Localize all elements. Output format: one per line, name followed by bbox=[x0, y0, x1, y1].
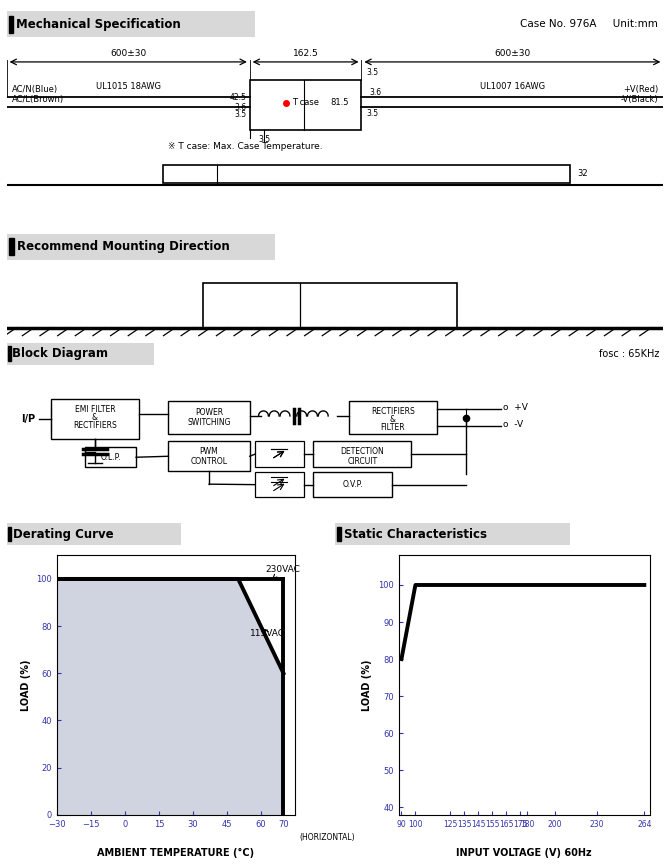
Bar bbox=[348, 401, 437, 434]
Text: -V(Black): -V(Black) bbox=[621, 95, 659, 104]
Text: 3.5: 3.5 bbox=[234, 111, 247, 119]
Text: 3.5: 3.5 bbox=[366, 68, 379, 77]
Text: 162.5: 162.5 bbox=[293, 49, 318, 58]
Text: 600±30: 600±30 bbox=[110, 49, 146, 58]
Text: UL1007 16AWG: UL1007 16AWG bbox=[480, 82, 545, 92]
Text: fosc : 65KHz: fosc : 65KHz bbox=[599, 349, 660, 359]
Text: Derating Curve: Derating Curve bbox=[13, 528, 114, 541]
Text: Block Diagram: Block Diagram bbox=[12, 347, 109, 361]
Bar bbox=[168, 441, 250, 471]
Text: AC/N(Blue): AC/N(Blue) bbox=[11, 85, 58, 94]
Text: Recommend Mounting Direction: Recommend Mounting Direction bbox=[17, 240, 230, 253]
Text: Mechanical Specification: Mechanical Specification bbox=[16, 17, 181, 31]
Text: o  +V: o +V bbox=[502, 403, 527, 412]
Text: 3.5: 3.5 bbox=[259, 135, 271, 144]
Bar bbox=[314, 472, 392, 497]
Text: AC/L(Brown): AC/L(Brown) bbox=[11, 95, 64, 104]
Bar bbox=[51, 400, 139, 439]
Bar bbox=[250, 80, 361, 130]
Text: SWITCHING: SWITCHING bbox=[188, 419, 231, 427]
Bar bbox=[203, 283, 458, 328]
Text: POWER: POWER bbox=[195, 408, 223, 418]
Text: RECTIFIERS: RECTIFIERS bbox=[73, 421, 117, 430]
Bar bbox=[255, 441, 304, 467]
Bar bbox=[9, 16, 13, 33]
Text: 3.6: 3.6 bbox=[234, 104, 247, 112]
Text: O.L.P.: O.L.P. bbox=[100, 452, 121, 462]
Text: &: & bbox=[92, 413, 98, 422]
Bar bbox=[163, 165, 570, 183]
Text: +V(Red): +V(Red) bbox=[623, 85, 659, 94]
Bar bbox=[8, 527, 11, 541]
Bar bbox=[168, 401, 250, 434]
Text: FILTER: FILTER bbox=[381, 423, 405, 432]
Text: PWM: PWM bbox=[200, 447, 218, 456]
Text: I/P: I/P bbox=[21, 414, 36, 425]
Text: 115VAC: 115VAC bbox=[249, 629, 285, 638]
Text: RECTIFIERS: RECTIFIERS bbox=[371, 407, 415, 416]
Bar bbox=[337, 527, 341, 541]
Bar bbox=[314, 441, 411, 467]
Text: 3.5: 3.5 bbox=[366, 109, 379, 118]
X-axis label: INPUT VOLTAGE (V) 60Hz: INPUT VOLTAGE (V) 60Hz bbox=[456, 849, 592, 858]
Text: 32: 32 bbox=[577, 170, 588, 178]
Bar bbox=[255, 472, 304, 497]
Text: 600±30: 600±30 bbox=[494, 49, 531, 58]
Text: T case: T case bbox=[292, 99, 319, 107]
Bar bbox=[85, 447, 136, 467]
Bar bbox=[8, 347, 11, 361]
Text: Static Characteristics: Static Characteristics bbox=[344, 528, 487, 541]
Text: DETECTION: DETECTION bbox=[340, 447, 385, 456]
Text: 42.5: 42.5 bbox=[230, 93, 247, 102]
X-axis label: AMBIENT TEMPERATURE (°C): AMBIENT TEMPERATURE (°C) bbox=[97, 849, 255, 858]
Text: 81.5: 81.5 bbox=[331, 99, 349, 107]
Text: &: & bbox=[390, 415, 396, 424]
Text: Case No. 976A     Unit:mm: Case No. 976A Unit:mm bbox=[519, 19, 657, 29]
Text: 3.6: 3.6 bbox=[369, 88, 381, 98]
Text: 230VAC: 230VAC bbox=[265, 565, 300, 579]
Text: (HORIZONTAL): (HORIZONTAL) bbox=[299, 833, 355, 842]
Text: EMI FILTER: EMI FILTER bbox=[74, 405, 115, 414]
Bar bbox=[9, 238, 13, 255]
Text: o  -V: o -V bbox=[502, 420, 523, 429]
Y-axis label: LOAD (%): LOAD (%) bbox=[362, 659, 373, 711]
Polygon shape bbox=[57, 579, 283, 815]
Text: CIRCUIT: CIRCUIT bbox=[347, 457, 377, 465]
Text: O.V.P.: O.V.P. bbox=[342, 480, 363, 489]
Text: ※ T case: Max. Case Temperature.: ※ T case: Max. Case Temperature. bbox=[168, 143, 323, 151]
Text: UL1015 18AWG: UL1015 18AWG bbox=[96, 82, 161, 92]
Text: CONTROL: CONTROL bbox=[190, 457, 228, 465]
Y-axis label: LOAD (%): LOAD (%) bbox=[21, 659, 31, 711]
